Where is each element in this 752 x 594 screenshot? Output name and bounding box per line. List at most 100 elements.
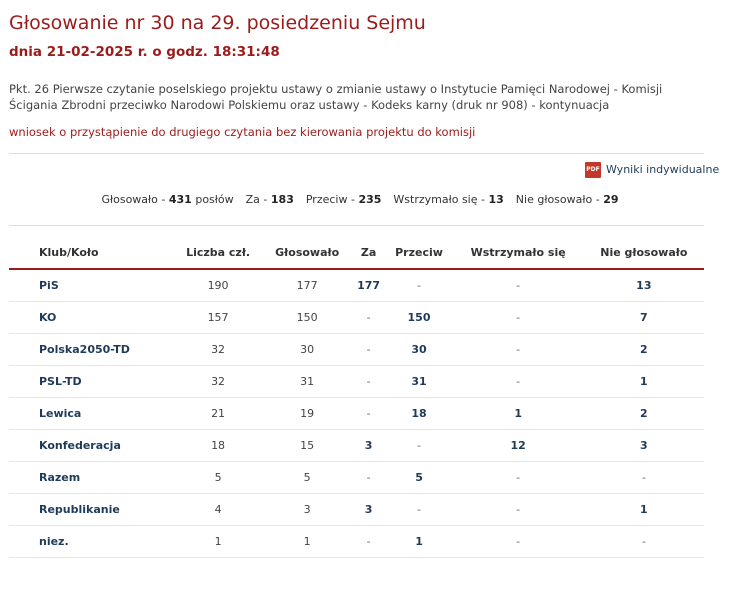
summary-label: Przeciw - — [305, 193, 355, 206]
table-cell: 4 — [173, 493, 263, 526]
summary-value: 235 — [358, 193, 382, 206]
table-row: Lewica 21 19-18 1 2 — [9, 397, 704, 430]
table-cell: 150 — [262, 301, 352, 334]
table-cell: 5 — [262, 461, 352, 494]
table-cell: 1 — [452, 397, 584, 430]
summary-item: Przeciw - 235 — [306, 193, 382, 206]
table-row: Konfederacja 18 15 3-12 3 — [9, 429, 704, 462]
table-cell: 18 — [173, 429, 263, 462]
table-cell: 13 — [583, 269, 704, 302]
table-cell: - — [452, 461, 584, 494]
table-cell: 5 — [173, 461, 263, 494]
club-name[interactable]: PiS — [9, 269, 174, 302]
table-cell: 3 — [262, 493, 352, 526]
results-table: Klub/Koło Liczba czł. Głosowało Za Przeciw Ws… — [9, 237, 704, 558]
column-header: Liczba czł. — [173, 237, 263, 270]
table-row: PSL-TD 32 31-31-1 — [9, 365, 704, 398]
club-name[interactable]: Polska2050-TD — [9, 333, 174, 366]
table-cell: - — [351, 397, 386, 430]
table-cell: 3 — [351, 429, 386, 462]
table-row: niez. 1 1-1- - — [9, 525, 704, 558]
table-cell: - — [351, 301, 386, 334]
table-cell: - — [452, 365, 584, 398]
summary-value: 183 — [270, 193, 294, 206]
table-cell: 30 — [262, 333, 352, 366]
table-row: Polska2050-TD 32 30-30-2 — [9, 333, 704, 366]
summary-unit: posłów — [195, 193, 234, 206]
column-header: Za — [351, 237, 386, 270]
table-cell: 177 — [262, 269, 352, 302]
table-cell: 150 — [385, 301, 453, 334]
club-name[interactable]: Lewica — [9, 397, 174, 430]
separator — [9, 153, 704, 154]
table-cell: 31 — [385, 365, 453, 398]
table-row: KO 157 150-150-7 — [9, 301, 704, 334]
column-header: Wstrzymało się — [452, 237, 584, 270]
table-cell: - — [583, 461, 704, 494]
club-name[interactable]: Razem — [9, 461, 174, 494]
table-cell: - — [452, 525, 584, 558]
summary-label: Głosowało - — [101, 193, 166, 206]
club-name[interactable]: KO — [9, 301, 174, 334]
club-name[interactable]: PSL-TD — [9, 365, 174, 398]
column-header: Klub/Koło — [9, 237, 174, 270]
motion: wniosek o przystąpienie do drugiego czyt… — [9, 125, 476, 139]
summary: Głosowało - 431 posłów Za - 183 Przeciw - … — [0, 193, 720, 206]
table-row: Republikanie 4 3 3- -1 — [9, 493, 704, 526]
table-cell: 12 — [452, 429, 584, 462]
club-name[interactable]: Konfederacja — [9, 429, 174, 462]
table-cell: 2 — [583, 397, 704, 430]
summary-value: 13 — [488, 193, 504, 206]
table-cell: 5 — [385, 461, 453, 494]
summary-item: Za - 183 — [246, 193, 294, 206]
column-header: Przeciw — [385, 237, 453, 270]
agenda-item: Pkt. 26 Pierwsze czytanie poselskiego pr… — [9, 82, 663, 112]
pdf-icon[interactable]: PDF — [585, 162, 601, 178]
summary-item: Głosowało - 431 posłów — [101, 193, 233, 206]
vote-date: dnia 21-02-2025 r. o godz. 18:31:48 — [9, 44, 280, 60]
summary-label: Wstrzymało się - — [393, 193, 485, 206]
table-cell: 3 — [583, 429, 704, 462]
table-cell: - — [452, 493, 584, 526]
summary-value: 29 — [603, 193, 619, 206]
table-cell: - — [452, 301, 584, 334]
summary-label: Nie głosowało - — [515, 193, 600, 206]
table-cell: - — [351, 365, 386, 398]
header-row: Klub/Koło Liczba czł. Głosowało Za Przeciw Ws… — [9, 237, 704, 270]
club-name[interactable]: Republikanie — [9, 493, 174, 526]
table-cell: 32 — [173, 333, 263, 366]
table-cell: 30 — [385, 333, 453, 366]
table-cell: 15 — [262, 429, 352, 462]
summary-item: Wstrzymało się - 13 — [393, 193, 503, 206]
pdf-link[interactable]: Wyniki indywidualne — [606, 163, 720, 176]
table-cell: 1 — [262, 525, 352, 558]
table-cell: - — [452, 269, 584, 302]
table-cell: - — [351, 461, 386, 494]
summary-value: 431 — [168, 193, 192, 206]
vote-title: Głosowanie nr 30 na 29. posiedzeniu Sejm… — [9, 12, 426, 34]
table-row: Razem 5 5-5- - — [9, 461, 704, 494]
table-cell: 1 — [583, 493, 704, 526]
column-header: Nie głosowało — [583, 237, 704, 270]
table-cell: - — [385, 429, 453, 462]
table-cell: 1 — [583, 365, 704, 398]
summary-item: Nie głosowało - 29 — [516, 193, 619, 206]
table-cell: 1 — [173, 525, 263, 558]
table-cell: 157 — [173, 301, 263, 334]
table-cell: 21 — [173, 397, 263, 430]
table-cell: - — [385, 269, 453, 302]
summary-label: Za - — [245, 193, 268, 206]
table-cell: - — [583, 525, 704, 558]
table-cell: 19 — [262, 397, 352, 430]
column-header: Głosowało — [262, 237, 352, 270]
table-cell: 7 — [583, 301, 704, 334]
table-cell: 1 — [385, 525, 453, 558]
table-cell: - — [351, 333, 386, 366]
club-name[interactable]: niez. — [9, 525, 174, 558]
table-cell: 32 — [173, 365, 263, 398]
table-cell: 18 — [385, 397, 453, 430]
table-cell: - — [385, 493, 453, 526]
table-cell: - — [351, 525, 386, 558]
table-cell: 31 — [262, 365, 352, 398]
